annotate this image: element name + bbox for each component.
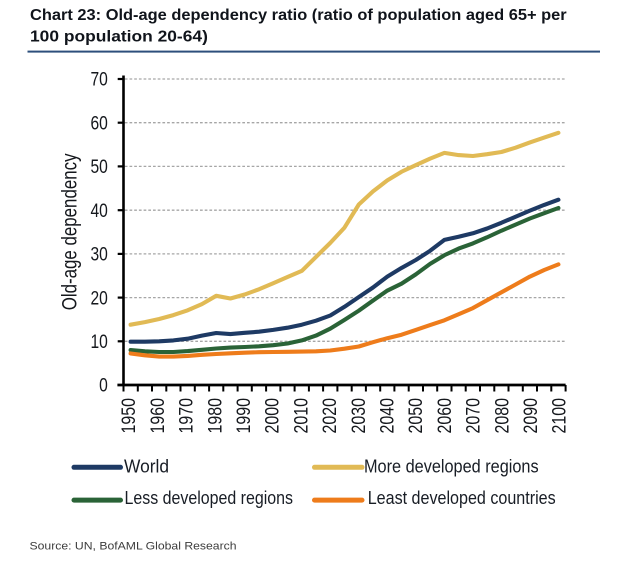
- svg-text:Less developed regions: Less developed regions: [125, 488, 293, 508]
- svg-text:2060: 2060: [433, 398, 455, 434]
- svg-text:Least developed countries: Least developed countries: [368, 487, 556, 508]
- svg-text:2040: 2040: [376, 398, 398, 434]
- svg-text:2100: 2100: [548, 398, 570, 434]
- svg-text:2050: 2050: [405, 398, 427, 434]
- svg-text:40: 40: [90, 199, 108, 221]
- svg-text:1970: 1970: [175, 398, 197, 434]
- svg-text:50: 50: [90, 155, 108, 177]
- svg-text:2010: 2010: [290, 398, 312, 434]
- svg-text:1950: 1950: [118, 398, 140, 434]
- svg-text:1980: 1980: [204, 398, 226, 434]
- svg-text:2080: 2080: [491, 398, 513, 434]
- svg-text:2030: 2030: [347, 398, 369, 434]
- svg-text:Source: UN, BofAML Global Rese: Source: UN, BofAML Global Research: [30, 539, 237, 553]
- svg-text:2070: 2070: [462, 398, 484, 434]
- svg-text:30: 30: [90, 243, 108, 265]
- svg-text:70: 70: [90, 68, 108, 90]
- svg-text:100 population 20-64): 100 population 20-64): [30, 28, 208, 45]
- svg-text:World: World: [124, 456, 169, 476]
- svg-text:2020: 2020: [319, 398, 341, 434]
- svg-text:1960: 1960: [146, 398, 168, 434]
- svg-text:1990: 1990: [233, 398, 255, 434]
- svg-text:Old-age dependency: Old-age dependency: [59, 153, 82, 310]
- svg-text:20: 20: [90, 287, 108, 309]
- svg-text:2000: 2000: [261, 398, 283, 434]
- svg-text:2090: 2090: [520, 398, 542, 434]
- svg-text:10: 10: [90, 330, 108, 352]
- svg-text:60: 60: [90, 112, 108, 134]
- svg-text:0: 0: [99, 374, 108, 396]
- svg-text:More developed regions: More developed regions: [364, 455, 539, 476]
- svg-text:Chart 23: Old-age dependency r: Chart 23: Old-age dependency ratio (rati…: [30, 8, 567, 24]
